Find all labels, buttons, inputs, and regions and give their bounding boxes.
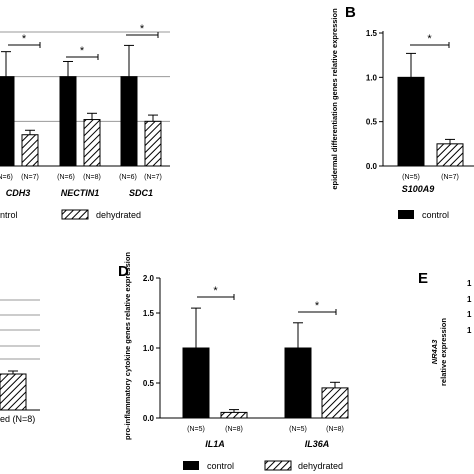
panel-a-sig-nectin1-star: * [80, 45, 85, 57]
panel-a-n-label: (N=7) [21, 174, 39, 181]
panel-a-category-labels: CDH3 NECTIN1 SDC1 [6, 188, 153, 198]
panel-e-ylabel: NR4A3relative expression [430, 318, 448, 386]
panel-d-letter: D [118, 263, 129, 280]
panel-a-n-label: (N=6) [57, 174, 75, 181]
panel-b-sig-star: * [427, 33, 432, 45]
panel-b-y-tick-label: 0.5 [366, 118, 378, 127]
panel-d-y-tick-label: 0.0 [143, 414, 155, 423]
panel-a-bar-dehydrated [21, 134, 39, 167]
panel-d-legend-swatch-control [183, 461, 199, 470]
panel-a-category-label: SDC1 [129, 188, 153, 198]
panel-d-y-tick-label: 2.0 [143, 274, 155, 283]
panel-a-legend-label-dehydrated: dehydrated [96, 210, 141, 220]
panel-b-legend-swatch-control [398, 210, 414, 219]
panel-b-chart: B epidermal differentiation genes relati… [330, 4, 474, 220]
panel-d-legend-swatch-dehydrated [264, 460, 292, 471]
panel-a-chart: * * * (N=6) (N=7) (N=6) (N=8) (N=6) (N=7) CDH3 N… [0, 23, 170, 220]
panel-e-y-tick-label: 1 [467, 279, 472, 288]
panel-a-bar-dehydrated [83, 119, 101, 167]
panel-e-y-ticks: 1 1 1 1 [467, 279, 472, 335]
panel-b-legend-label-control: control [422, 210, 449, 220]
panel-c-chart: ed (N=8) [0, 299, 40, 424]
panel-d-n-label: (N=8) [326, 426, 344, 433]
panel-b-bar-control [397, 76, 425, 167]
panel-a-legend-label-control: ntrol [0, 210, 18, 220]
panel-d-y-tick-label: 1.0 [143, 344, 155, 353]
panel-a-n-label: (N=6) [0, 174, 13, 181]
panel-d-bar-control [182, 347, 210, 419]
panel-d-category-label: IL1A [205, 439, 225, 449]
panel-d-chart: D pro-inflammatory cytokine genes relati… [118, 252, 349, 471]
panel-b-y-tick-label: 0.0 [366, 162, 378, 171]
panel-e-gene-name: NR4A3 [430, 339, 439, 364]
panel-d-bar-dehydrated [321, 387, 349, 419]
panel-b-letter: B [345, 4, 356, 21]
panel-b-y-tick-label: 1.5 [366, 29, 378, 38]
panel-a-n-label: (N=6) [119, 174, 137, 181]
panel-d-bar-control [284, 347, 312, 419]
panel-a-legend: ntrol dehydrated [0, 209, 141, 220]
panel-d-n-label: (N=8) [225, 426, 243, 433]
panel-e-chart: E NR4A3relative expression 1 1 1 1 [418, 270, 472, 386]
panel-c-bar-dehydrated [0, 373, 27, 411]
panel-b-bars: * [397, 33, 464, 167]
panel-e-y-tick-label: 1 [467, 310, 472, 319]
panel-d-sig-il36a-star: * [315, 300, 320, 312]
panel-a-bar-control [0, 76, 15, 167]
panel-c-legend-label: ed (N=8) [0, 414, 35, 424]
panel-d-n-labels: (N=5) (N=8) (N=5) (N=8) [187, 426, 344, 433]
panel-b-n-label: (N=7) [441, 174, 459, 181]
panel-d-n-label: (N=5) [289, 426, 307, 433]
panel-b-n-label: (N=5) [402, 174, 420, 181]
panel-d-ylabel: pro-inflammatory cytokine genes relative… [123, 252, 132, 440]
panel-a-legend-swatch-dehydrated [61, 209, 89, 220]
panel-d-legend-label-dehydrated: dehydrated [298, 461, 343, 471]
panel-e-y-tick-label: 1 [467, 295, 472, 304]
panel-a-bars: * * * [0, 23, 162, 167]
panel-b-category-label: S100A9 [402, 184, 435, 194]
panel-d-category-labels: IL1A IL36A [205, 439, 329, 449]
panel-a-bar-control [59, 76, 77, 167]
panel-a-bar-control [120, 76, 138, 167]
panel-a-n-labels: (N=6) (N=7) (N=6) (N=8) (N=6) (N=7) [0, 174, 162, 181]
panel-e-letter: E [418, 270, 428, 287]
panel-a-sig-sdc1-star: * [140, 23, 145, 35]
panel-a-category-label: NECTIN1 [61, 188, 100, 198]
panel-a-sig-cdh3-star: * [22, 33, 27, 45]
panel-e-y-tick-label: 1 [467, 326, 472, 335]
panel-d-y-tick-label: 1.5 [143, 309, 155, 318]
panel-b-n-labels: (N=5) (N=7) [402, 174, 459, 181]
panel-d-sig-il1a-star: * [213, 285, 218, 297]
panel-a-n-label: (N=7) [144, 174, 162, 181]
panel-e-ylabel-line2: relative expression [439, 318, 448, 386]
panel-b-y-tick-label: 1.0 [366, 73, 378, 82]
panel-a-n-label: (N=8) [83, 174, 101, 181]
panel-d-bar-dehydrated [220, 411, 248, 419]
panel-d-bars: ** [182, 285, 349, 419]
panel-d-legend-label-control: control [207, 461, 234, 471]
panel-a-bar-dehydrated [144, 120, 162, 167]
panel-b-ylabel: epidermal differentiation genes relative… [330, 8, 339, 190]
panel-d-y-ticks: 0.0 0.5 1.0 1.5 2.0 [143, 274, 160, 423]
panel-d-category-label: IL36A [305, 439, 330, 449]
panel-a-category-label: CDH3 [6, 188, 31, 198]
panel-b-y-ticks: 0.0 0.5 1.0 1.5 [366, 29, 383, 171]
panel-d-y-tick-label: 0.5 [143, 379, 155, 388]
panel-d-n-label: (N=5) [187, 426, 205, 433]
panel-b-bar-dehydrated [436, 143, 464, 167]
